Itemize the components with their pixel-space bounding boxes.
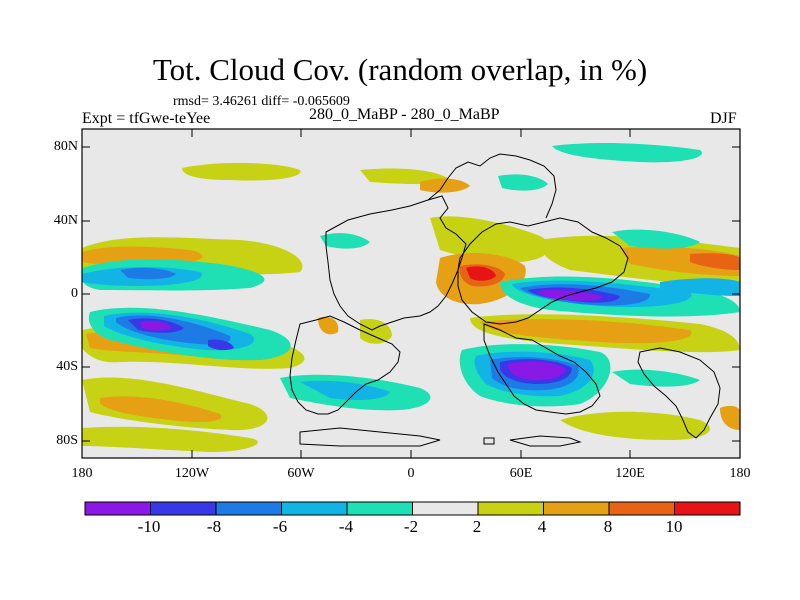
colorbar-label: 10 [665,517,683,536]
coastline-north-east [427,153,557,219]
coastline-landmass-east [457,217,629,325]
coastline-southern-strip-west [299,427,441,447]
expt-label: Expt = tfGwe-teYee [82,110,211,127]
contour-fields [82,143,740,452]
coastline-islet [483,437,495,445]
lat-tick-label: 40N [53,213,78,228]
colorbar-box [477,501,544,516]
colorbar-box [84,501,151,516]
colorbar-label: -8 [206,517,222,536]
stats-label: rmsd= 3.46261 diff= -0.065609 [173,94,350,109]
colorbar-box [281,501,348,516]
colorbar-box [346,501,413,516]
colorbar-label: -4 [338,517,354,536]
lat-ticks [82,146,740,442]
lon-ticks [81,129,741,458]
coastline-island-east [637,347,721,439]
colorbar-box [674,501,741,516]
lon-tick-label: 180 [729,466,751,481]
lon-tick-label: 120E [615,466,645,481]
season-label: DJF [710,110,737,127]
lat-tick-label: 40S [56,359,78,374]
lon-tick-label: 0 [407,466,415,481]
colorbar-box [150,501,217,516]
coastline-southern-strip-east [509,435,582,447]
lon-tick-label: 120W [174,466,210,481]
colorbar-box [412,501,479,516]
negative-anomaly-regions [82,143,740,411]
lon-tick-label: 60W [287,466,315,481]
colorbar [84,501,741,516]
lon-tick-label: 60E [509,466,533,481]
lat-tick-label: 0 [71,286,78,301]
coastline-landmass-southwest [289,315,401,415]
experiment-label: 280_0_MaBP - 280_0_MaBP [309,106,500,123]
colorbar-label: 8 [603,517,613,536]
lon-tick-label: 180 [71,466,93,481]
colorbar-label: -6 [272,517,288,536]
colorbar-box [215,501,282,516]
map-title: Tot. Cloud Cov. (random overlap, in %) [152,52,648,87]
colorbar-label: 2 [472,517,482,536]
lat-tick-label: 80S [56,433,78,448]
colorbar-box [608,501,675,516]
colorbar-box [543,501,610,516]
coastline-landmass-southeast [483,323,601,415]
colorbar-label: -2 [403,517,419,536]
lat-tick-label: 80N [53,139,78,154]
coastlines [289,153,721,447]
colorbar-label: -10 [137,517,161,536]
colorbar-label: 4 [537,517,547,536]
